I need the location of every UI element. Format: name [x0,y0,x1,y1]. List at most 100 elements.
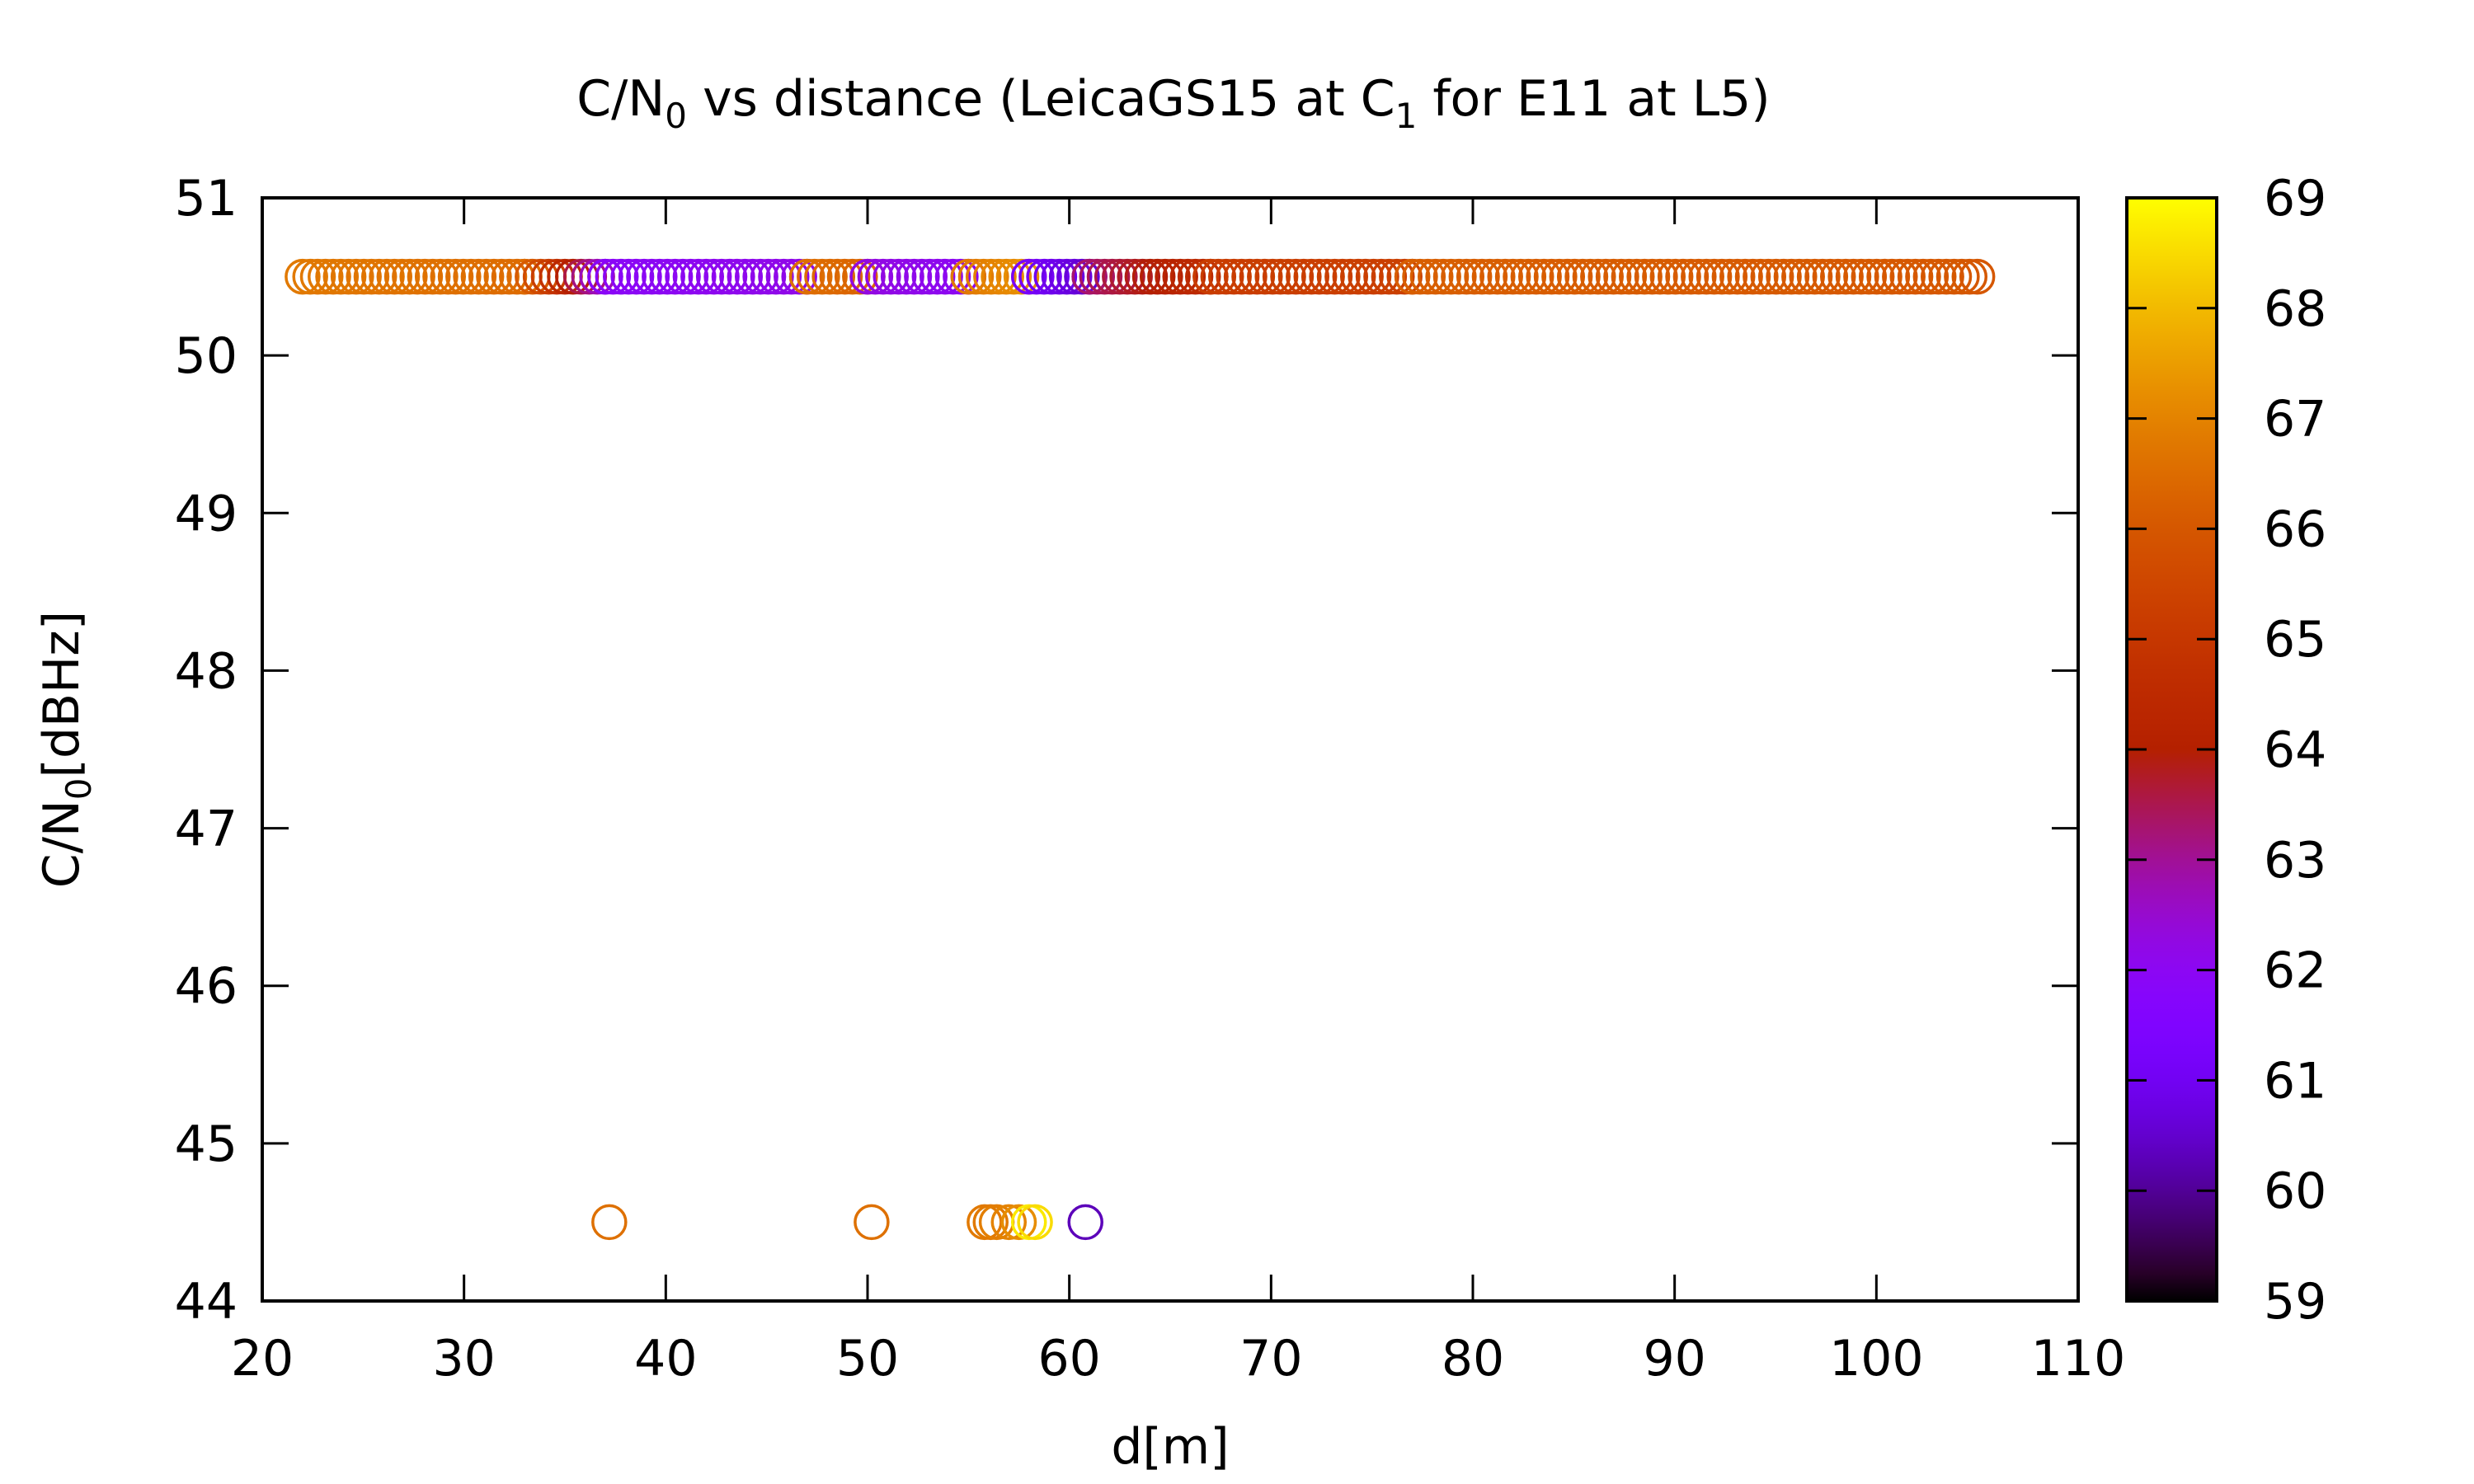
x-axis-label: d[m] [1111,1418,1229,1476]
data-point [1835,258,1872,295]
data-point [299,258,336,295]
data-point [1339,258,1376,295]
data-point [1743,258,1779,295]
data-point [1003,258,1040,295]
data-point [1851,258,1888,295]
data-points [285,258,1996,1241]
data-point [1704,258,1740,295]
data-point [1827,258,1864,295]
data-point [904,258,940,295]
data-point [618,258,655,295]
colorbar-tick-label: 69 [2264,170,2326,228]
x-tick-label: 110 [2031,1330,2126,1388]
data-point [1300,258,1338,295]
y-label-part-2: [dBHz] [33,611,91,778]
data-point [1109,258,1145,295]
data-point [1595,258,1632,295]
data-point [1681,258,1717,295]
data-point [422,258,459,295]
data-point [750,258,787,295]
data-point [399,258,435,295]
data-point [1773,258,1810,295]
data-point [1169,258,1206,295]
x-tick-label: 60 [1037,1330,1100,1388]
data-point [1379,258,1415,295]
x-tick-label: 20 [231,1330,294,1388]
title-part-2: vs distance (LeicaGS15 at C [687,70,1395,128]
data-point [1018,258,1055,295]
data-point [1665,258,1701,295]
data-point [1432,258,1470,295]
data-point [1611,258,1648,295]
data-point [1874,258,1911,295]
data-point [579,258,615,295]
data-point [633,258,670,295]
data-point [1494,258,1531,295]
data-point [1402,258,1438,295]
data-point [1286,258,1322,295]
title-part-3: for E11 at L5) [1417,70,1770,128]
data-point [995,258,1032,295]
data-point [1626,258,1663,295]
colorbar: 59 60 61 62 63 64 65 66 67 68 69 [2125,170,2326,1331]
data-point [1162,258,1198,295]
colorbar-tick-label: 61 [2264,1052,2326,1110]
data-point [383,258,421,295]
data-point [1587,258,1624,295]
data-point [1185,258,1221,295]
data-point [1293,258,1330,295]
data-point [626,258,662,295]
data-point [857,258,894,295]
data-point [476,258,512,295]
data-point [1905,258,1941,295]
data-point [1124,258,1161,295]
data-point [338,258,374,295]
data-point [804,258,840,295]
data-point [1649,258,1686,295]
data-point [1471,258,1508,295]
data-point [1309,258,1345,295]
data-point [407,258,444,295]
data-point [1155,258,1191,295]
data-point [376,258,413,295]
data-point [1642,258,1678,295]
data-point [973,258,1009,295]
data-point [603,258,639,295]
data-point [1750,258,1787,295]
data-point [1033,258,1070,295]
data-point [1518,258,1554,295]
x-axis: 20 30 40 50 60 70 80 90 100 110 [231,198,2125,1388]
data-point [1734,258,1771,295]
data-point [322,258,360,295]
data-point [1487,258,1523,295]
data-point [1223,258,1260,295]
data-point [1533,258,1570,295]
data-point [854,1204,890,1241]
data-point [1804,258,1841,295]
data-point [742,258,778,295]
data-point [1079,258,1116,295]
data-point [1634,258,1671,295]
data-point [430,258,467,295]
data-point [1897,258,1934,295]
data-point [1657,258,1694,295]
data-point [1363,258,1399,295]
data-point [1688,258,1724,295]
y-tick-label: 45 [175,1115,238,1173]
colorbar-tick-label: 62 [2264,942,2326,1000]
y-tick-label: 50 [175,327,238,385]
data-point [353,258,390,295]
data-point [369,258,405,295]
data-point [1409,258,1446,295]
data-point [1541,258,1578,295]
data-point [491,258,528,295]
data-point [595,258,632,295]
data-point [1526,258,1562,295]
data-point [727,258,764,295]
data-point [292,258,328,295]
data-point [797,258,833,295]
x-tick-label: 40 [634,1330,697,1388]
y-tick-label: 49 [175,485,238,542]
data-point [1882,258,1918,295]
data-point [330,258,367,295]
